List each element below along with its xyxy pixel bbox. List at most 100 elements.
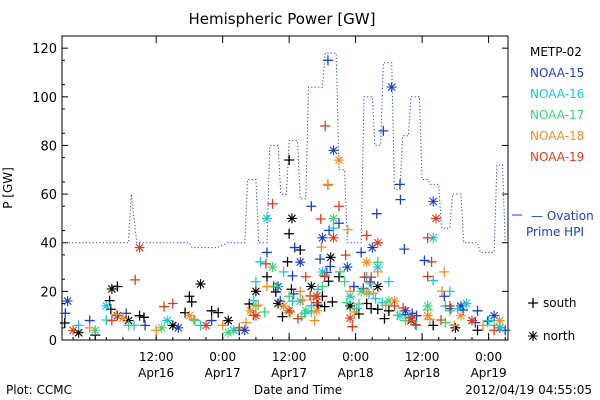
north-marker: [295, 296, 306, 307]
south-marker: [277, 311, 288, 322]
south-marker: [371, 208, 382, 219]
x-tick-day-label: Apr17: [271, 366, 307, 380]
north-marker: [386, 82, 397, 93]
south-marker: [335, 266, 346, 277]
south-marker: [353, 298, 364, 309]
south-marker: [361, 230, 372, 241]
north-marker: [494, 322, 505, 333]
south-marker: [478, 320, 489, 331]
y-axis-label: P [GW]: [1, 167, 15, 209]
south-marker: [248, 310, 259, 321]
south-marker: [437, 286, 448, 297]
x-tick-time-label: 12:00: [405, 350, 440, 364]
south-marker: [255, 256, 266, 267]
south-marker: [372, 257, 383, 268]
north-marker: [342, 262, 353, 273]
south-marker: [528, 298, 538, 308]
south-marker: [123, 320, 134, 331]
north-marker: [286, 213, 297, 224]
south-marker: [340, 250, 351, 261]
x-tick-time-label: 12:00: [139, 350, 174, 364]
north-marker: [306, 281, 317, 292]
south-marker: [379, 313, 390, 324]
south-marker: [334, 271, 345, 282]
south-marker: [325, 261, 336, 272]
south-marker: [250, 300, 261, 311]
south-marker: [483, 315, 494, 326]
south-marker: [284, 155, 295, 166]
south-marker: [383, 276, 394, 287]
south-marker: [482, 316, 493, 327]
marker-legend-south: south: [543, 296, 577, 310]
north-marker: [489, 310, 500, 321]
x-tick-day-label: Apr18: [404, 366, 440, 380]
north-marker: [361, 257, 372, 268]
footer-plot-credit: Plot: CCMC: [6, 383, 72, 397]
north-marker: [311, 305, 322, 316]
south-marker: [395, 194, 406, 205]
south-marker: [206, 305, 217, 316]
north-marker: [117, 313, 128, 324]
south-marker: [399, 244, 410, 255]
footer-timestamp: 2012/04/19 04:55:05: [465, 383, 592, 397]
chart-title: Hemispheric Power [GW]: [189, 10, 376, 28]
north-marker: [430, 213, 441, 224]
south-marker: [472, 325, 483, 336]
south-marker: [380, 300, 391, 311]
north-marker: [528, 331, 538, 341]
south-marker: [368, 288, 379, 299]
south-marker: [151, 325, 162, 336]
north-marker: [173, 322, 184, 333]
north-marker: [372, 237, 383, 248]
legend-entry-noaa-16: NOAA-16: [530, 87, 584, 101]
north-marker: [328, 145, 339, 156]
south-marker: [439, 291, 450, 302]
legend-entry-noaa-19: NOAA-19: [530, 150, 584, 164]
south-marker: [213, 307, 224, 318]
south-marker: [312, 284, 323, 295]
ovation-legend-line2: Prime HPI: [526, 225, 584, 239]
legend: METP-02 NOAA-15 NOAA-16 NOAA-17 NOAA-18 NOAA-…: [512, 45, 594, 343]
south-marker: [286, 284, 297, 295]
south-marker: [411, 320, 422, 331]
south-marker: [295, 286, 306, 297]
south-marker: [449, 320, 460, 331]
south-marker: [259, 306, 270, 317]
y-tick-label: 80: [40, 139, 57, 154]
series-noaa-19: [68, 120, 500, 336]
south-marker: [398, 302, 409, 313]
south-marker: [383, 305, 394, 316]
south-marker: [84, 322, 95, 333]
y-tick-label: 40: [40, 237, 57, 252]
x-tick-time-label: 0:00: [209, 350, 236, 364]
south-marker: [345, 286, 356, 297]
north-marker: [494, 315, 505, 326]
north-marker: [325, 252, 336, 263]
north-marker: [383, 296, 394, 307]
south-marker: [261, 271, 272, 282]
south-marker: [138, 312, 149, 323]
north-marker: [428, 196, 439, 207]
south-marker: [240, 317, 251, 328]
south-marker: [309, 315, 320, 326]
south-marker: [159, 301, 170, 312]
y-tick-label: 20: [40, 285, 57, 300]
south-marker: [186, 296, 197, 307]
south-marker: [295, 245, 306, 256]
south-marker: [428, 320, 439, 331]
south-marker: [341, 297, 352, 308]
south-marker: [60, 308, 71, 319]
north-marker: [223, 327, 234, 338]
north-marker: [450, 322, 461, 333]
south-marker: [104, 295, 115, 306]
north-marker: [162, 315, 173, 326]
north-marker: [367, 242, 378, 253]
north-marker: [455, 300, 466, 311]
north-marker: [245, 305, 256, 316]
south-marker: [334, 218, 345, 229]
north-marker: [134, 242, 145, 253]
south-marker: [267, 198, 278, 209]
x-axis-label: Date and Time: [254, 383, 342, 397]
south-marker: [436, 314, 447, 325]
north-marker: [428, 232, 439, 243]
